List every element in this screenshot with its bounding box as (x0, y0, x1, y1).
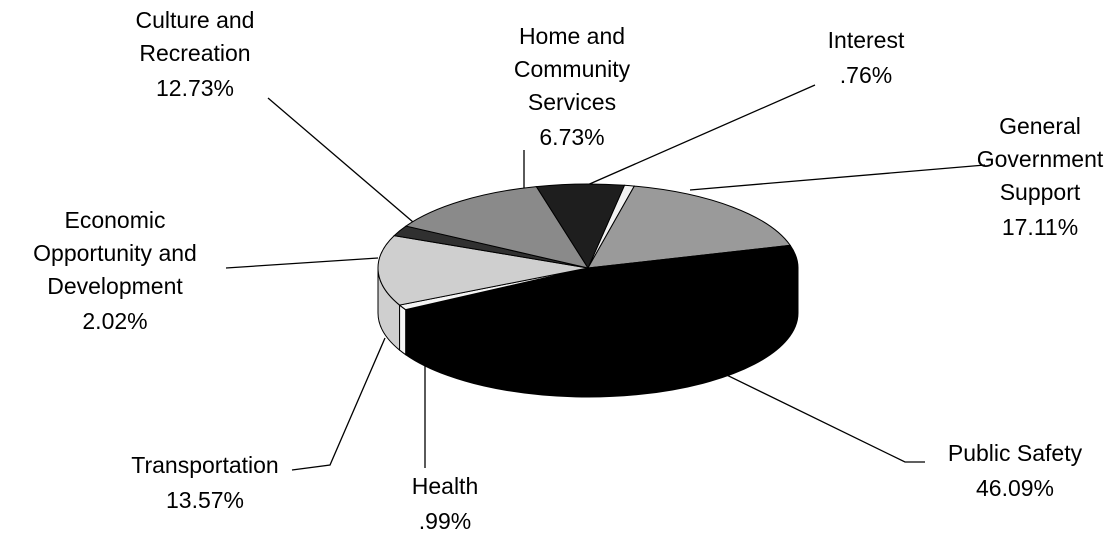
slice-value-label: 2.02% (82, 308, 147, 334)
slice-label: Interest (828, 27, 905, 53)
slice-label: General Government Support (977, 113, 1104, 205)
pie-slice (377, 235, 589, 306)
label-line: Support (1000, 179, 1081, 205)
slice-label: Culture and Recreation (136, 7, 255, 66)
slice-label: Home and Community Services (514, 23, 631, 115)
leader-line (584, 84, 816, 187)
pie-slice (587, 185, 792, 269)
label-line: Transportation (131, 452, 278, 478)
label-line: Culture and (136, 7, 255, 33)
slice-value-label: .76% (840, 62, 892, 88)
label-line: Government (977, 146, 1104, 172)
label-line: Home and (519, 23, 625, 49)
slice-label: Health (412, 473, 478, 499)
leader-line (225, 257, 379, 269)
leader-line (689, 164, 986, 191)
label-line: Recreation (139, 40, 250, 66)
label-line: Community (514, 56, 631, 82)
slice-label: Transportation (131, 452, 278, 478)
slice-value-label: 13.57% (166, 487, 244, 513)
slice-value-label: 12.73% (156, 75, 234, 101)
label-line: Health (412, 473, 478, 499)
slice-label: Public Safety (948, 440, 1083, 466)
slice-value-label: 46.09% (976, 475, 1054, 501)
pie-side (399, 304, 407, 356)
pie-slice (404, 186, 590, 269)
pie-slice (535, 183, 626, 270)
slice-value-label: 17.11% (1002, 214, 1078, 240)
label-line: General (999, 113, 1081, 139)
pie-slice (404, 244, 799, 353)
label-line: Interest (828, 27, 905, 53)
leader-line (291, 337, 386, 471)
slice-value-label: .99% (419, 508, 471, 533)
label-line: Development (47, 273, 183, 299)
slice-label: Economic Opportunity and Development (33, 207, 197, 299)
label-line: Public Safety (948, 440, 1083, 466)
leader-line (699, 361, 925, 463)
leader-line (267, 97, 421, 229)
pie-tops (377, 183, 799, 353)
label-line: Services (528, 89, 616, 115)
slice-value-label: 6.73% (539, 124, 604, 150)
label-line: Opportunity and (33, 240, 197, 266)
leader-lines (225, 84, 986, 471)
label-line: Economic (65, 207, 166, 233)
